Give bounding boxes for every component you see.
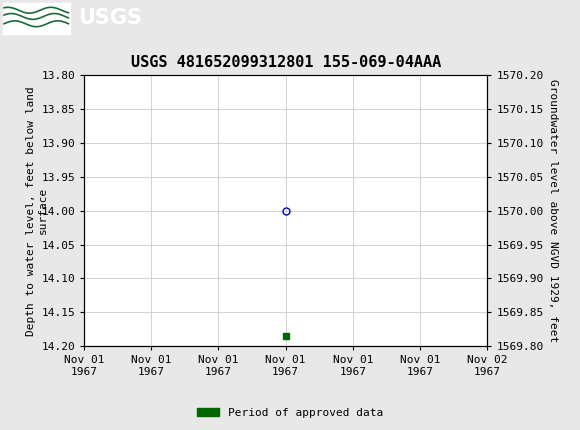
Title: USGS 481652099312801 155-069-04AAA: USGS 481652099312801 155-069-04AAA (130, 55, 441, 70)
Legend: Period of approved data: Period of approved data (193, 403, 387, 422)
Bar (3, 3, 70, 34)
Text: USGS: USGS (78, 8, 142, 28)
Y-axis label: Groundwater level above NGVD 1929, feet: Groundwater level above NGVD 1929, feet (548, 79, 557, 342)
Y-axis label: Depth to water level, feet below land
surface: Depth to water level, feet below land su… (26, 86, 48, 335)
